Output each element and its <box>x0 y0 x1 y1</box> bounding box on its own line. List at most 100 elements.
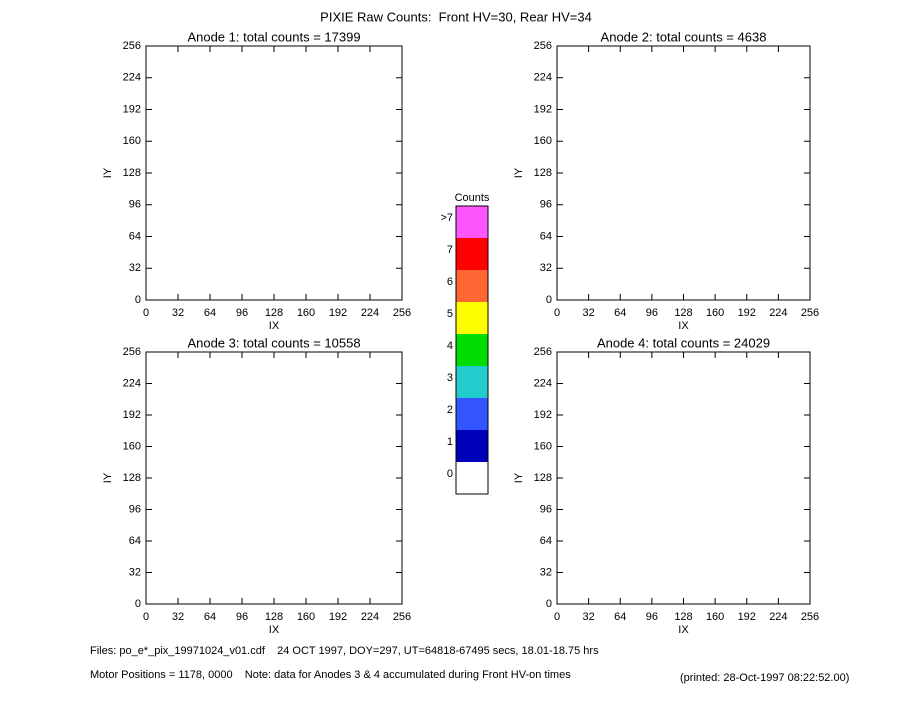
y-tick-label: 192 <box>123 103 141 115</box>
colorbar-label: 1 <box>447 436 453 448</box>
x-tick-label: 192 <box>738 307 756 319</box>
colorbar-label: 4 <box>447 340 453 352</box>
colorbar-cell <box>456 270 488 302</box>
x-tick-label: 64 <box>204 307 216 319</box>
colorbar-label: 6 <box>447 276 453 288</box>
footer-printed: (printed: 28-Oct-1997 08:22:52.00) <box>680 672 849 684</box>
x-tick-label: 256 <box>801 307 819 319</box>
colorbar-label: 3 <box>447 372 453 384</box>
x-tick-label: 32 <box>172 307 184 319</box>
y-tick-label: 32 <box>540 262 552 274</box>
colorbar-label: 7 <box>447 244 453 256</box>
x-tick-label: 192 <box>329 611 347 623</box>
figure-title: PIXIE Raw Counts: Front HV=30, Rear HV=3… <box>320 9 592 24</box>
y-tick-label: 64 <box>540 230 552 242</box>
panel-title: Anode 2: total counts = 4638 <box>601 29 767 44</box>
y-tick-label: 160 <box>534 440 552 452</box>
x-tick-label: 128 <box>265 611 283 623</box>
colorbar-cell <box>456 334 488 366</box>
x-tick-label: 64 <box>614 611 626 623</box>
panel-title: Anode 3: total counts = 10558 <box>187 335 360 350</box>
x-tick-label: 128 <box>674 611 692 623</box>
y-tick-label: 32 <box>540 566 552 578</box>
y-tick-label: 96 <box>540 503 552 515</box>
y-tick-label: 160 <box>123 440 141 452</box>
colorbar-label: 2 <box>447 404 453 416</box>
y-axis-label: IY <box>513 167 525 178</box>
y-tick-label: 0 <box>135 598 141 610</box>
x-tick-label: 0 <box>143 611 149 623</box>
footer-motor: Motor Positions = 1178, 0000 Note: data … <box>90 669 571 681</box>
y-tick-label: 256 <box>123 40 141 52</box>
y-tick-label: 64 <box>129 230 141 242</box>
x-axis-label: IX <box>269 320 280 332</box>
y-tick-label: 96 <box>129 503 141 515</box>
y-tick-label: 64 <box>129 535 141 547</box>
x-tick-label: 192 <box>329 307 347 319</box>
y-tick-label: 128 <box>534 472 552 484</box>
colorbar-cell <box>456 366 488 398</box>
y-tick-label: 96 <box>540 199 552 211</box>
colorbar-cell <box>456 398 488 430</box>
x-tick-label: 224 <box>769 611 787 623</box>
y-tick-label: 96 <box>129 199 141 211</box>
x-tick-label: 96 <box>236 307 248 319</box>
y-tick-label: 160 <box>123 135 141 147</box>
x-tick-label: 160 <box>297 611 315 623</box>
y-tick-label: 224 <box>534 72 552 84</box>
y-tick-label: 0 <box>135 294 141 306</box>
y-axis-label: IY <box>102 167 114 178</box>
colorbar-cell <box>456 238 488 270</box>
y-tick-label: 0 <box>546 598 552 610</box>
x-tick-label: 160 <box>297 307 315 319</box>
y-tick-label: 0 <box>546 294 552 306</box>
y-tick-label: 32 <box>129 262 141 274</box>
y-tick-label: 256 <box>123 346 141 358</box>
x-tick-label: 64 <box>204 611 216 623</box>
x-axis-label: IX <box>678 320 689 332</box>
x-tick-label: 128 <box>674 307 692 319</box>
x-tick-label: 192 <box>738 611 756 623</box>
colorbar-cell <box>456 206 488 238</box>
colorbar-cell <box>456 430 488 462</box>
x-tick-label: 32 <box>583 611 595 623</box>
x-tick-label: 224 <box>361 611 379 623</box>
x-tick-label: 256 <box>393 307 411 319</box>
x-tick-label: 0 <box>143 307 149 319</box>
x-tick-label: 32 <box>583 307 595 319</box>
y-tick-label: 256 <box>534 40 552 52</box>
x-tick-label: 224 <box>361 307 379 319</box>
y-tick-label: 128 <box>534 167 552 179</box>
y-tick-label: 32 <box>129 566 141 578</box>
y-tick-label: 192 <box>123 409 141 421</box>
y-tick-label: 224 <box>123 377 141 389</box>
y-tick-label: 192 <box>534 103 552 115</box>
colorbar-label: >7 <box>440 212 453 224</box>
y-tick-label: 224 <box>534 377 552 389</box>
x-tick-label: 160 <box>706 307 724 319</box>
colorbar-cell <box>456 302 488 334</box>
panel-title: Anode 1: total counts = 17399 <box>187 29 360 44</box>
x-tick-label: 128 <box>265 307 283 319</box>
footer-files: Files: po_e*_pix_19971024_v01.cdf 24 OCT… <box>90 645 599 657</box>
x-tick-label: 160 <box>706 611 724 623</box>
x-tick-label: 0 <box>554 307 560 319</box>
y-axis-label: IY <box>513 472 525 483</box>
y-axis-label: IY <box>102 472 114 483</box>
x-tick-label: 256 <box>801 611 819 623</box>
colorbar-label: 5 <box>447 308 453 320</box>
y-tick-label: 128 <box>123 167 141 179</box>
colorbar-title: Counts <box>455 192 490 204</box>
y-tick-label: 256 <box>534 346 552 358</box>
colorbar-cell <box>456 462 488 494</box>
x-tick-label: 224 <box>769 307 787 319</box>
x-tick-label: 0 <box>554 611 560 623</box>
y-tick-label: 128 <box>123 472 141 484</box>
y-tick-label: 224 <box>123 72 141 84</box>
panel-title: Anode 4: total counts = 24029 <box>597 335 770 350</box>
colorbar-frame <box>455 205 489 495</box>
x-tick-label: 96 <box>646 307 658 319</box>
x-tick-label: 64 <box>614 307 626 319</box>
x-axis-label: IX <box>678 624 689 636</box>
